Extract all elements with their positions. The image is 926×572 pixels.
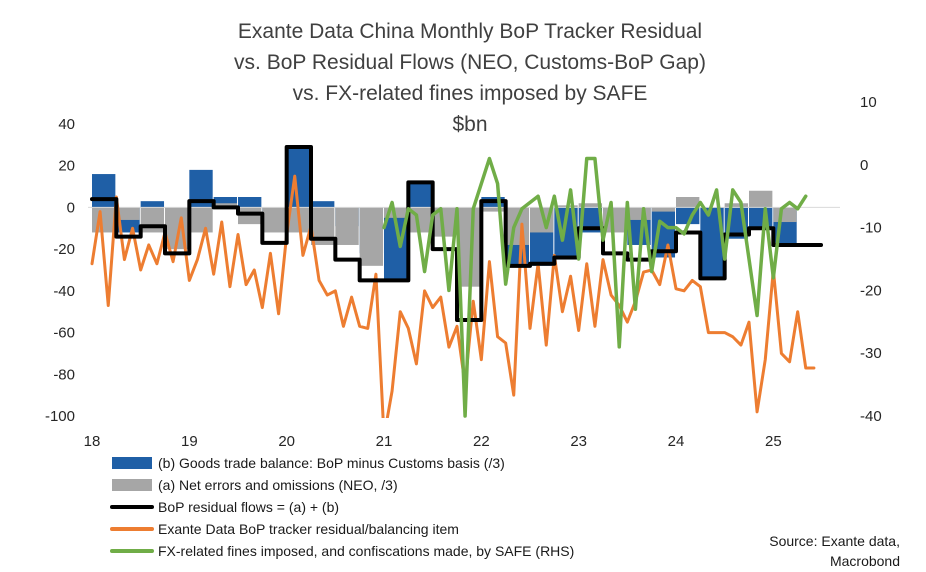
source-note: Source: Exante data, Macrobond: [769, 533, 900, 569]
neo-bar: [578, 203, 603, 208]
goods-trade-bar: [578, 207, 603, 233]
x-axis-tick-label: 25: [765, 433, 782, 450]
goods-trade-bar: [238, 197, 262, 208]
left-axis-tick-label: 20: [58, 158, 75, 175]
exante-tracker-line: [90, 174, 816, 418]
legend-item: Exante Data BoP tracker residual/balanci…: [110, 521, 459, 537]
legend-item: (a) Net errors and omissions (NEO, /3): [112, 477, 398, 493]
neo-bar: [262, 207, 286, 233]
legend-swatch: [112, 479, 152, 491]
neo-bar: [505, 207, 530, 245]
neo-bar: [457, 207, 481, 287]
x-axis-tick-label: 24: [668, 433, 685, 450]
source-line-2: Macrobond: [830, 553, 900, 567]
chart-title: Exante Data China Monthly BoP Tracker Re…: [234, 20, 706, 136]
goods-trade-bar: [92, 174, 116, 208]
source-line-1: Source: Exante data,: [769, 533, 900, 549]
bop-residual-line: [90, 144, 824, 323]
left-axis-tick-label: 40: [58, 116, 75, 133]
goods-trade-bar: [700, 207, 724, 279]
legend-label: Exante Data BoP tracker residual/balanci…: [158, 521, 459, 537]
right-axis-tick-label: -40: [860, 408, 882, 425]
left-axis-tick-label: -80: [53, 366, 75, 383]
neo-bar: [189, 207, 213, 233]
legend-label: FX-related fines imposed, and confiscati…: [158, 543, 574, 559]
legend: (b) Goods trade balance: BoP minus Custo…: [110, 455, 574, 559]
legend-item: FX-related fines imposed, and confiscati…: [110, 543, 574, 559]
neo-bar: [335, 207, 359, 245]
right-axis-tick-label: 0: [860, 157, 868, 174]
x-axis-tick-label: 20: [278, 433, 295, 450]
chart-title-line-2: vs. BoP Residual Flows (NEO, Customs-BoP…: [234, 51, 706, 74]
left-axis-tick-label: 0: [67, 199, 75, 216]
neo-bar: [651, 207, 676, 212]
left-axis-tick-label: -60: [53, 325, 75, 342]
left-y-axis: 40 20 0 -20 -40 -60 -80 -100: [45, 116, 75, 425]
goods-trade-bar: [311, 201, 335, 208]
legend-label: BoP residual flows = (a) + (b): [158, 499, 339, 515]
right-axis-tick-label: -30: [860, 345, 882, 362]
neo-bar: [359, 207, 384, 266]
right-axis-tick-label: -10: [860, 220, 882, 237]
neo-bar: [627, 207, 651, 220]
x-axis-tick-label: 18: [84, 433, 101, 450]
x-axis-tick-label: 19: [181, 433, 198, 450]
safe-fines-line: [382, 156, 808, 418]
x-axis-tick-label: 21: [376, 433, 393, 450]
neo-bar: [92, 207, 116, 233]
legend-item: BoP residual flows = (a) + (b): [110, 499, 339, 515]
legend-swatch: [112, 457, 152, 469]
chart-title-line-1: Exante Data China Monthly BoP Tracker Re…: [238, 20, 702, 43]
neo-bar: [432, 207, 457, 237]
series-exante-tracker: [90, 174, 816, 418]
legend-label: (a) Net errors and omissions (NEO, /3): [158, 477, 398, 493]
neo-bar: [238, 207, 262, 225]
neo-bar: [213, 203, 238, 208]
legend-label: (b) Goods trade balance: BoP minus Custo…: [158, 455, 505, 471]
legend-item: (b) Goods trade balance: BoP minus Custo…: [112, 455, 505, 471]
x-axis-tick-label: 22: [473, 433, 490, 450]
x-axis: 18 19 20 21 22 23 24 25: [84, 433, 782, 450]
plot-area: [88, 144, 840, 418]
goods-trade-bar: [213, 197, 238, 208]
series-bop-residual: [90, 144, 824, 323]
right-axis-tick-label: -20: [860, 282, 882, 299]
x-axis-tick-label: 23: [570, 433, 587, 450]
left-axis-tick-label: -20: [53, 241, 75, 258]
right-axis-tick-label: 10: [860, 94, 877, 111]
neo-bar: [311, 207, 335, 245]
neo-bar: [116, 207, 140, 220]
right-y-axis: 10 0 -10 -20 -30 -40: [860, 94, 882, 425]
goods-trade-bar: [408, 182, 432, 208]
neo-bar: [140, 207, 165, 233]
left-axis-tick-label: -40: [53, 283, 75, 300]
neo-bar: [724, 203, 749, 208]
goods-trade-bar: [384, 207, 408, 281]
chart-subtitle-units: $bn: [452, 113, 487, 136]
neo-bar: [481, 207, 505, 212]
neo-bar: [676, 197, 700, 208]
goods-trade-bar: [140, 201, 165, 208]
neo-bar: [773, 207, 797, 223]
neo-bar: [749, 190, 773, 208]
left-axis-tick-label: -100: [45, 408, 75, 425]
goods-trade-bar: [189, 169, 213, 208]
chart-title-line-3: vs. FX-related fines imposed by SAFE: [293, 82, 648, 105]
neo-bar: [554, 205, 578, 208]
series-safe-fines: [382, 156, 808, 418]
